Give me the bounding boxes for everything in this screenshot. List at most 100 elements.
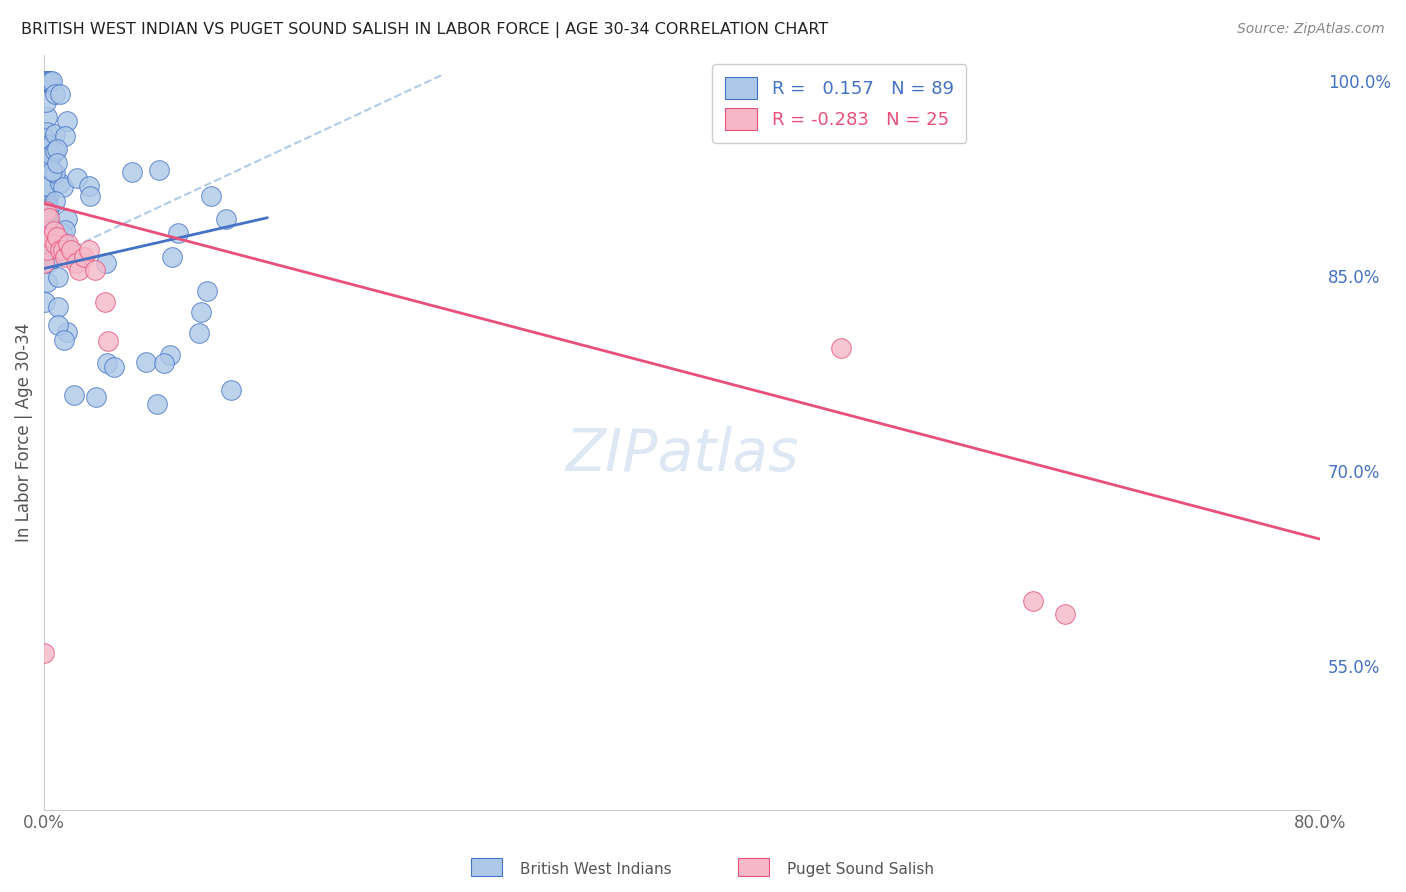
Text: Puget Sound Salish: Puget Sound Salish [787,863,935,877]
Point [35,95,58,109]
Point [35,110,58,124]
Point [53,129,76,144]
Point [65,256,87,270]
Point [148,162,170,177]
Point [37,244,59,258]
Point [39,74,62,88]
Point [41,251,63,265]
Point [41,74,63,88]
Point [190,305,212,319]
Point [38,201,60,215]
Point [44,144,66,158]
Point [38,152,60,166]
Point [42,147,65,161]
Point [62,387,84,401]
Point [37,203,59,218]
Point [34,194,56,208]
Point [153,356,176,370]
Point [49,244,72,258]
Point [35,213,58,227]
Point [79,189,101,203]
Point [215,212,238,227]
Point [46,156,69,170]
Point [32,647,55,661]
Y-axis label: In Labor Force | Age 30-34: In Labor Force | Age 30-34 [15,323,32,542]
Point [53,223,76,237]
Point [34,213,56,227]
Point [44,194,66,208]
Point [93,295,115,310]
Point [97,334,120,349]
Point [37,195,59,210]
Point [56,325,79,339]
Point [34,203,56,218]
Point [38,214,60,228]
Point [44,127,66,141]
Point [44,166,66,180]
Point [41,163,63,178]
Point [1021,594,1043,608]
Point [32,256,55,270]
Point [53,250,76,264]
Point [32,74,55,88]
Point [195,285,218,299]
Point [94,256,117,270]
Point [56,114,79,128]
Point [37,74,59,88]
Point [73,250,96,264]
Point [219,383,242,397]
Point [37,74,59,88]
Point [34,226,56,240]
Point [200,189,222,203]
Point [32,230,55,244]
Point [46,269,69,284]
Point [34,155,56,169]
Text: Source: ZipAtlas.com: Source: ZipAtlas.com [1237,22,1385,37]
Point [66,171,89,186]
Point [60,244,83,258]
Point [188,326,211,340]
Point [86,390,108,404]
Bar [471,858,502,876]
Point [44,87,66,102]
Point [37,136,59,151]
Text: BRITISH WEST INDIAN VS PUGET SOUND SALISH IN LABOR FORCE | AGE 30-34 CORRELATION: BRITISH WEST INDIAN VS PUGET SOUND SALIS… [21,22,828,38]
Point [121,165,143,179]
Point [52,333,75,347]
Point [45,230,67,244]
Point [56,212,79,227]
Point [96,355,118,369]
Point [52,244,75,258]
Point [38,74,60,88]
Point [53,235,76,250]
Bar [738,858,769,876]
Point [77,244,100,258]
Point [34,250,56,264]
Point [52,180,75,194]
Text: ZIPatlas: ZIPatlas [565,426,799,483]
Point [44,236,66,251]
Text: British West Indians: British West Indians [520,863,672,877]
Point [51,227,73,241]
Point [167,227,190,241]
Point [79,179,101,194]
Point [37,190,59,204]
Point [46,318,69,332]
Point [34,169,56,183]
Point [1053,607,1076,622]
Point [45,142,67,156]
Point [38,211,60,225]
Point [35,150,58,164]
Point [34,295,56,310]
Point [35,202,58,216]
Point [44,234,66,248]
Point [35,125,58,139]
Point [35,234,58,248]
Point [42,224,65,238]
Point [135,355,157,369]
Point [39,230,62,244]
Point [37,217,59,231]
Point [35,204,58,219]
Point [56,236,79,251]
Point [830,341,852,355]
